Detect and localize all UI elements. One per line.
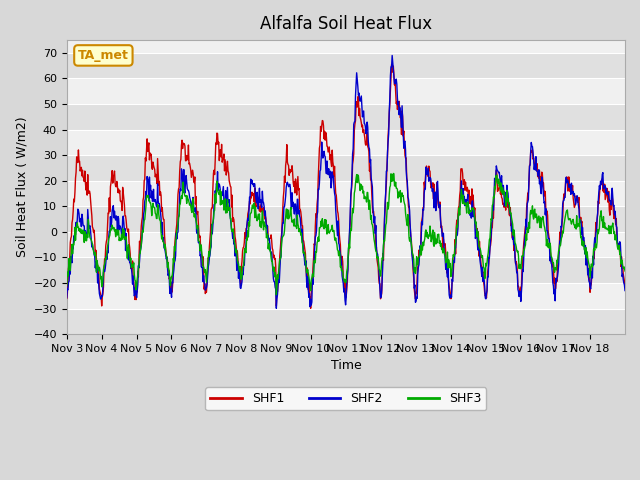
Bar: [67, 206, 625, 232]
Bar: [67, 53, 625, 78]
Bar: [67, 181, 625, 206]
Bar: [67, 309, 625, 334]
Bar: [67, 155, 625, 181]
Bar: [67, 104, 625, 130]
Bar: [67, 283, 625, 309]
Bar: [67, 130, 625, 155]
Title: Alfalfa Soil Heat Flux: Alfalfa Soil Heat Flux: [260, 15, 432, 33]
Bar: [67, 78, 625, 104]
Bar: [67, 257, 625, 283]
Bar: [67, 232, 625, 257]
X-axis label: Time: Time: [330, 360, 361, 372]
Y-axis label: Soil Heat Flux ( W/m2): Soil Heat Flux ( W/m2): [15, 117, 28, 257]
Legend: SHF1, SHF2, SHF3: SHF1, SHF2, SHF3: [205, 387, 486, 410]
Text: TA_met: TA_met: [78, 49, 129, 62]
